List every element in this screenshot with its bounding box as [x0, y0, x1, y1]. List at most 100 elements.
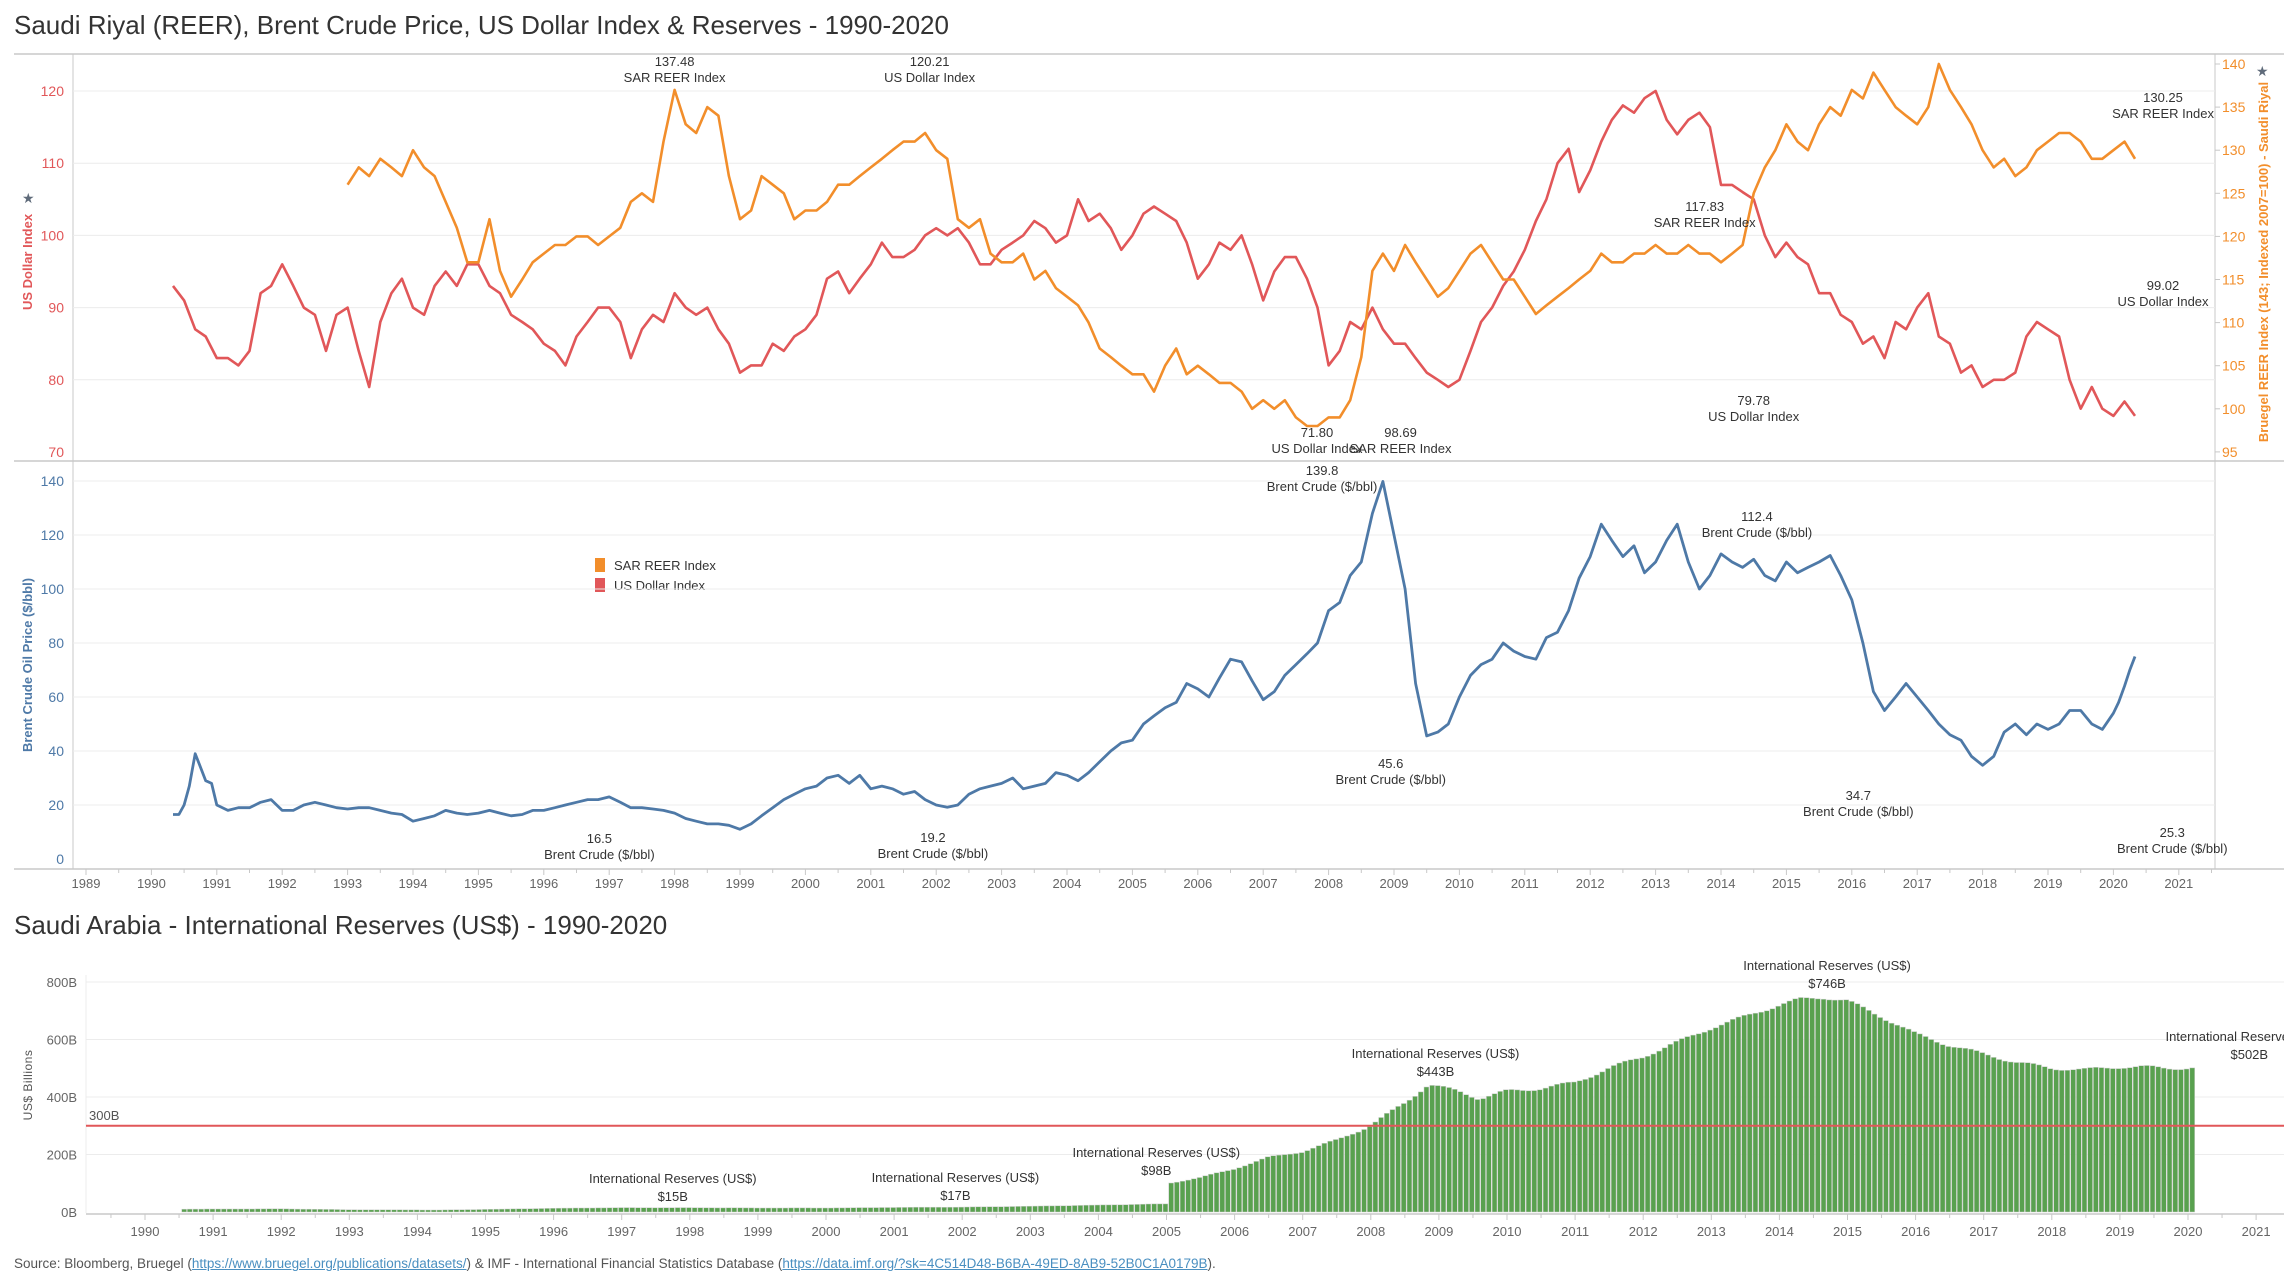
reserve-bar: [606, 1207, 613, 1213]
reserve-bar: [1259, 1158, 1265, 1213]
reserve-bar: [708, 1207, 715, 1213]
reserve-bar: [1843, 999, 1849, 1213]
x-tick-label: 2012: [1629, 1224, 1658, 1239]
annotation-label: Brent Crude ($/bbl): [1702, 525, 1813, 540]
x-tick-label: 1993: [333, 876, 362, 891]
reserve-bar: [2002, 1060, 2008, 1213]
x-tick-label: 2008: [1314, 876, 1343, 891]
annotation-value: 45.6: [1378, 756, 1403, 771]
reserve-bar: [1123, 1204, 1129, 1213]
x-tick-label: 2017: [1969, 1224, 1998, 1239]
x-tick-label: 2016: [1837, 876, 1866, 891]
reserve-bar: [1060, 1205, 1067, 1213]
reserve-bar: [1588, 1077, 1594, 1213]
y-tick-label: 140: [41, 473, 65, 489]
reserve-bar: [311, 1209, 318, 1213]
reserve-bar: [958, 1206, 964, 1213]
reserve-bar: [1792, 998, 1798, 1213]
reserve-bar: [652, 1207, 658, 1213]
reserve-bar: [748, 1207, 755, 1213]
x-tick-label: 1992: [267, 1224, 296, 1239]
reserve-bar: [1939, 1044, 1946, 1213]
reserve-bar: [1610, 1065, 1617, 1213]
x-tick-label: 2000: [791, 876, 820, 891]
reserve-bar: [2110, 1068, 2116, 1213]
legend-label: US Dollar Index: [614, 578, 706, 593]
reserve-bar: [215, 1208, 221, 1213]
reserve-bar: [1650, 1053, 1657, 1213]
reserve-bar: [1418, 1091, 1424, 1213]
source-middle: ) & IMF - International Financial Statis…: [466, 1256, 783, 1271]
reserve-bar: [2036, 1064, 2042, 1213]
reserve-bar: [1707, 1029, 1713, 1213]
reserve-bar: [1735, 1016, 1742, 1213]
reserve-bar: [1003, 1206, 1010, 1213]
reserve-bar: [754, 1207, 760, 1213]
reserve-bar: [1854, 1003, 1861, 1213]
reserve-bar: [1486, 1095, 1492, 1213]
reserve-bar: [1934, 1042, 1940, 1213]
reserve-bar: [839, 1207, 845, 1213]
reserve-bar: [2042, 1066, 2048, 1213]
reserve-bar: [1293, 1153, 1299, 1213]
x-tick-label: 1997: [595, 876, 624, 891]
x-tick-label: 2015: [1833, 1224, 1862, 1239]
reserve-bar: [1281, 1154, 1288, 1213]
source-suffix: ).: [1207, 1256, 1216, 1271]
x-tick-label: 2006: [1183, 876, 1212, 891]
reserve-bar: [771, 1207, 777, 1213]
reserve-bar: [1718, 1024, 1725, 1213]
y-axis-title: Brent Crude Oil Price ($/bbl): [20, 578, 35, 752]
annotation-label: Brent Crude ($/bbl): [2117, 841, 2228, 856]
reserve-bar: [243, 1208, 250, 1213]
reserve-bar: [1888, 1022, 1895, 1213]
annotation-label: US Dollar Index: [1708, 409, 1800, 424]
reserve-bar: [794, 1207, 800, 1213]
reserve-bar: [964, 1206, 970, 1213]
reserve-bar: [680, 1207, 687, 1213]
reserve-bar: [1701, 1031, 1708, 1213]
reserve-bar: [1242, 1165, 1248, 1213]
reserve-bar: [493, 1208, 499, 1213]
reserve-bar: [924, 1206, 930, 1213]
reserve-bar: [1922, 1036, 1929, 1213]
reserve-bar: [657, 1207, 664, 1213]
reserve-bar: [431, 1209, 437, 1213]
x-tick-label: 1998: [675, 1224, 704, 1239]
reserve-bar: [504, 1208, 511, 1213]
x-tick-label: 2006: [1220, 1224, 1249, 1239]
reserve-bar: [436, 1209, 443, 1213]
reserve-bar: [1009, 1206, 1016, 1213]
annotation-label: SAR REER Index: [1350, 441, 1452, 456]
reserve-bar: [2132, 1066, 2139, 1213]
y-tick-label: 600B: [47, 1033, 77, 1048]
y-tick-label: 800B: [47, 975, 77, 990]
imf-link[interactable]: https://data.imf.org/?sk=4C514D48-B6BA-4…: [782, 1256, 1208, 1271]
y-tick-label: 400B: [47, 1090, 77, 1105]
reserve-bar: [1423, 1086, 1430, 1213]
reserve-bar: [799, 1207, 806, 1213]
bruegel-link[interactable]: https://www.bruegel.org/publications/dat…: [191, 1256, 467, 1271]
reserves-title: Saudi Arabia - International Reserves (U…: [14, 910, 668, 940]
reserve-bar: [816, 1207, 823, 1213]
y-tick-label: 100: [41, 581, 65, 597]
annotation-label: International Reserves (US$): [872, 1170, 1040, 1185]
reserve-bar: [499, 1208, 505, 1213]
x-tick-label: 2018: [2037, 1224, 2066, 1239]
annotation-value: 139.8: [1306, 463, 1339, 478]
reserve-bar: [1639, 1057, 1645, 1213]
reserve-bar: [1043, 1205, 1050, 1213]
reserve-bar: [368, 1209, 375, 1213]
reserve-bar: [1837, 999, 1844, 1213]
reserve-bar: [1656, 1050, 1662, 1213]
reserve-bar: [697, 1207, 704, 1213]
reserve-bar: [1491, 1093, 1498, 1213]
reserve-bar: [890, 1207, 896, 1213]
reserve-bar: [2053, 1069, 2059, 1213]
reserve-bar: [986, 1206, 993, 1213]
reserve-bar: [1605, 1068, 1611, 1213]
reserve-bar: [1945, 1046, 1952, 1213]
y-tick-label: 110: [42, 155, 65, 171]
reserve-bar: [2093, 1067, 2099, 1213]
